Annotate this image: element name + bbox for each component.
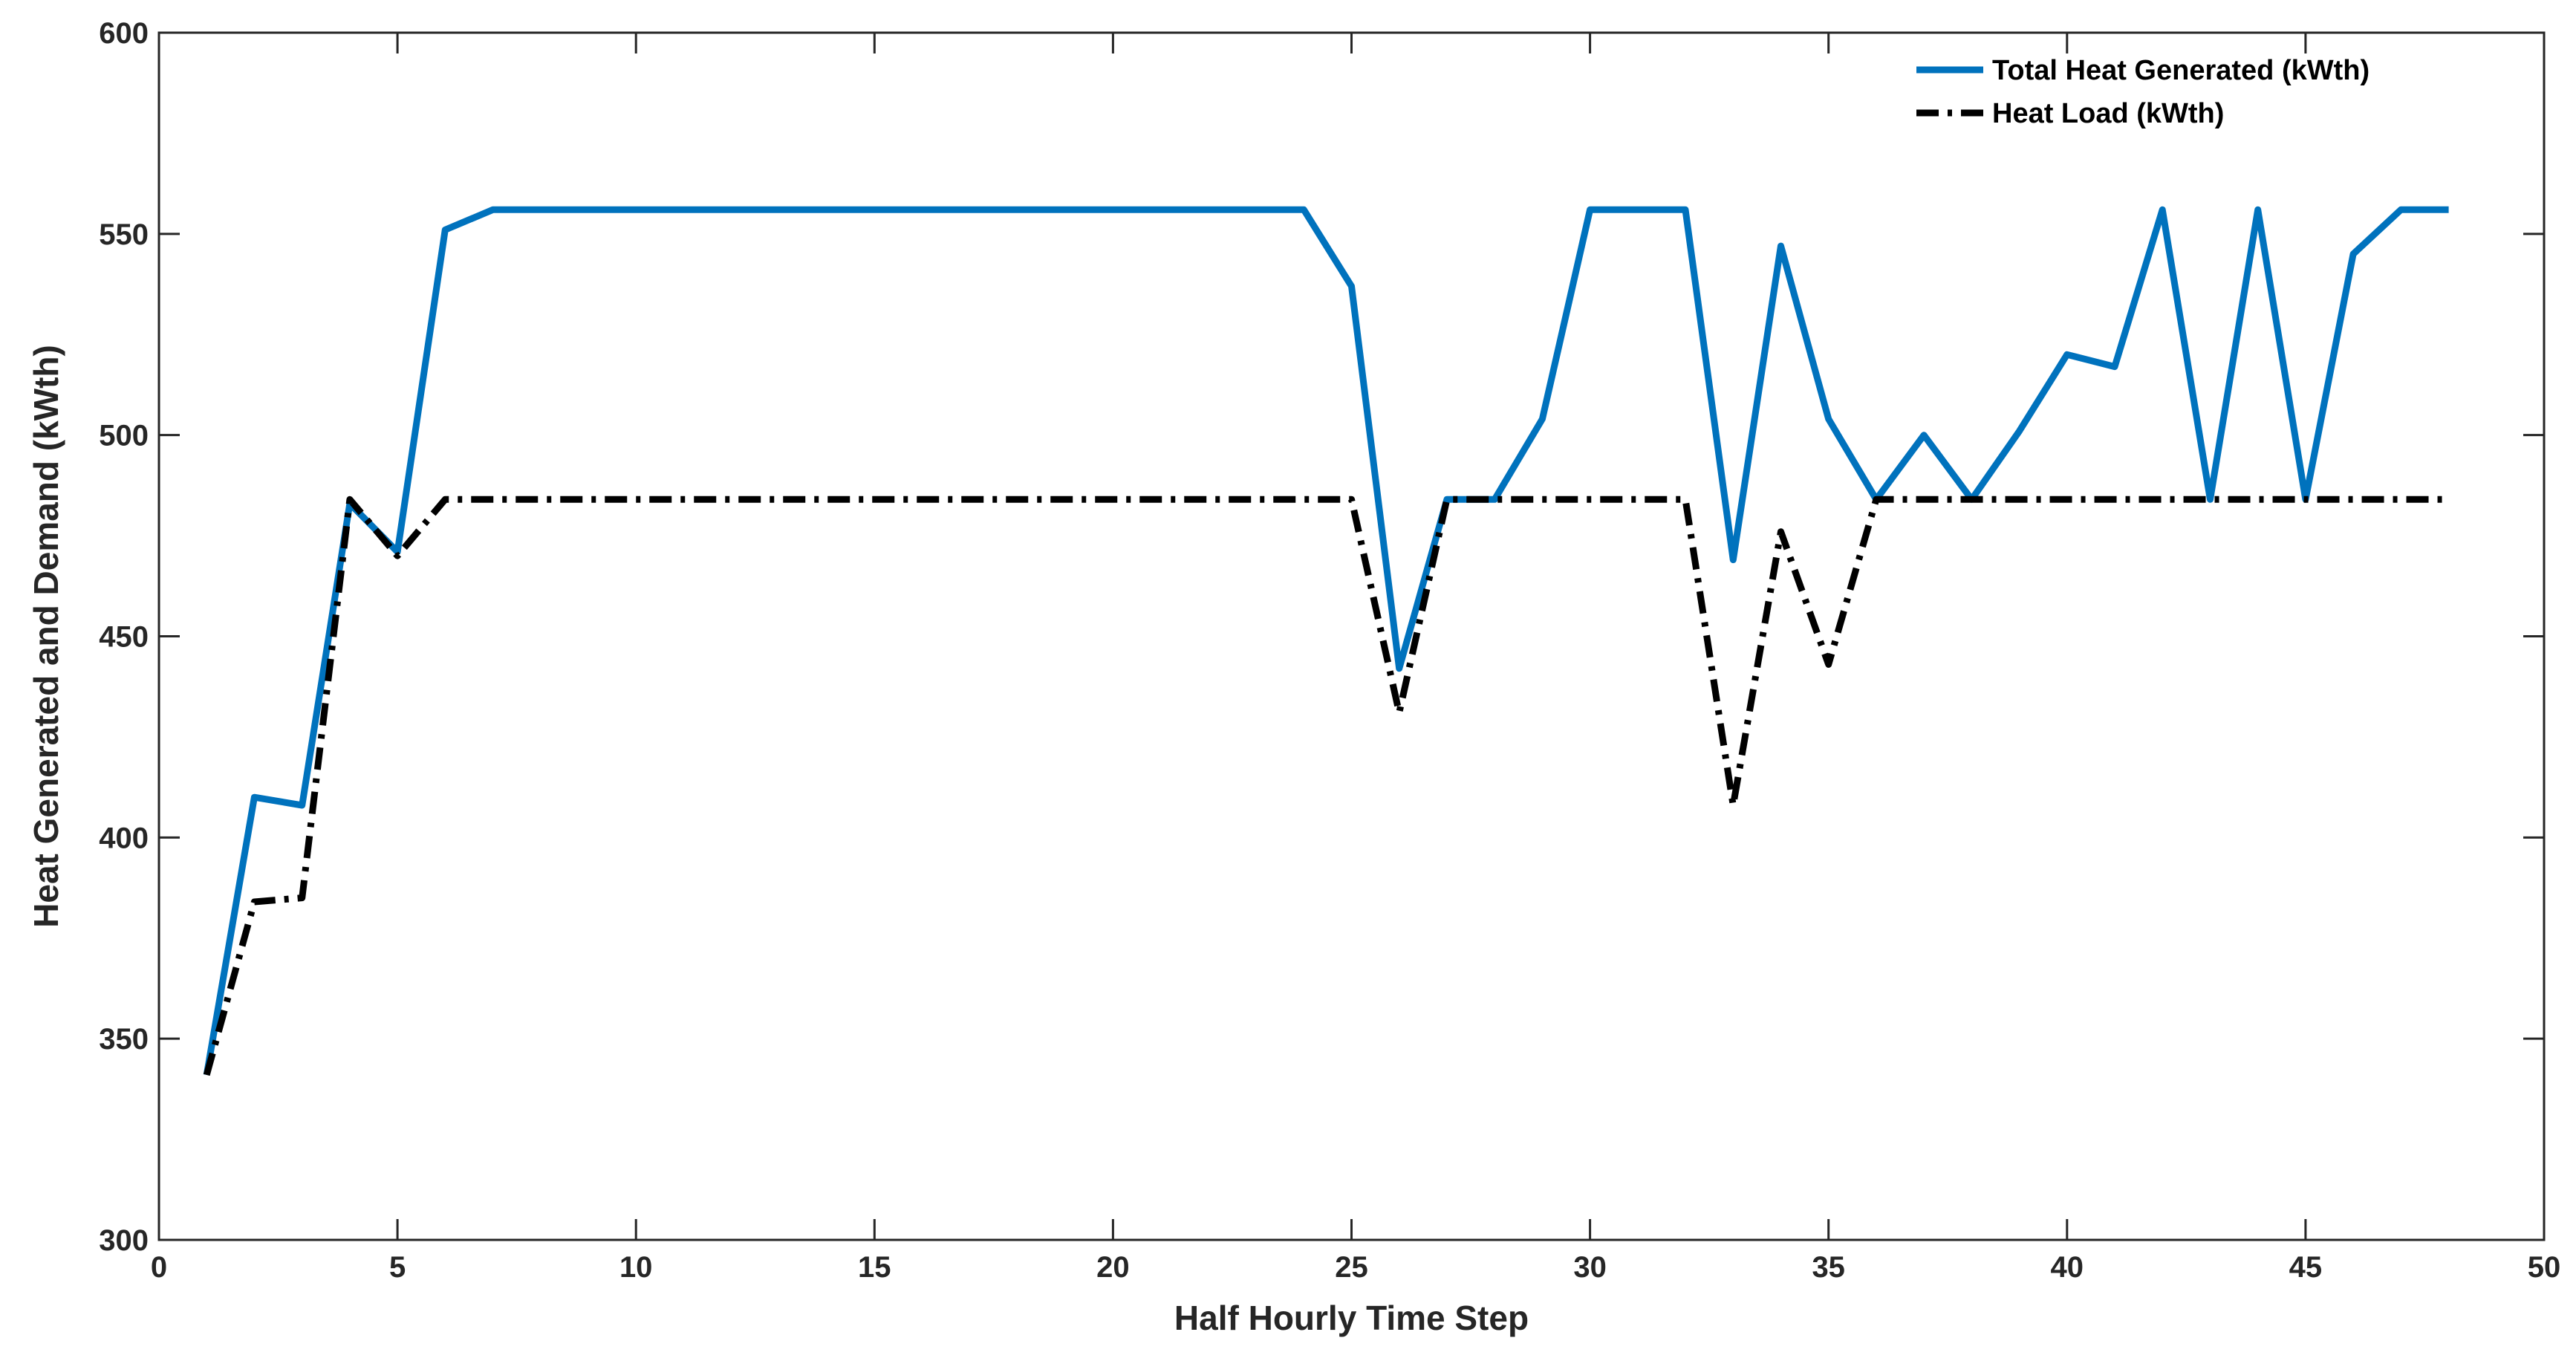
x-axis-label: Half Hourly Time Step (1174, 1299, 1529, 1337)
legend-label-heat-load: Heat Load (kWth) (1992, 98, 2224, 129)
plot-background (159, 33, 2544, 1240)
x-tick-label: 20 (1096, 1251, 1130, 1284)
ticks-layer: 0 5 10 15 20 25 30 35 40 45 50 300 350 400 450 500 550 60… (99, 17, 2560, 1284)
y-tick-label: 350 (99, 1023, 149, 1056)
legend: Total Heat Generated (kWth) Heat Load (k… (1916, 55, 2370, 129)
series-line-total-heat-generated (203, 206, 2449, 1076)
x-tick-label: 50 (2528, 1251, 2561, 1284)
y-tick-label: 300 (99, 1224, 149, 1257)
y-tick-label: 550 (99, 218, 149, 251)
x-tick-label: 35 (1812, 1251, 1845, 1284)
y-tick-label: 500 (99, 420, 149, 452)
x-tick-label: 15 (858, 1251, 891, 1284)
x-tick-label: 30 (1573, 1251, 1607, 1284)
x-tick-label: 0 (151, 1251, 167, 1284)
y-tick-label: 600 (99, 17, 149, 50)
y-tick-label: 400 (99, 822, 149, 854)
plot-area (159, 33, 2544, 1240)
x-tick-label: 5 (389, 1251, 406, 1284)
x-tick-label: 25 (1335, 1251, 1368, 1284)
legend-label-total-heat-generated: Total Heat Generated (kWth) (1992, 55, 2370, 86)
y-tick-label: 450 (99, 621, 149, 654)
y-axis-label: Heat Generated and Demand (kWth) (27, 345, 65, 928)
x-tick-label: 10 (619, 1251, 653, 1284)
x-tick-label: 45 (2289, 1251, 2323, 1284)
series-line-heat-load (203, 496, 2449, 1076)
x-tick-label: 40 (2051, 1251, 2084, 1284)
series-layer (203, 206, 2449, 1076)
